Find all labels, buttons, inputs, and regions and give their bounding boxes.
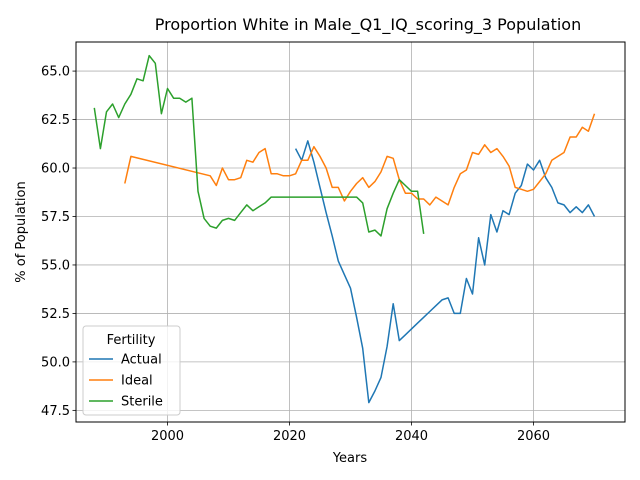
series-line-actual bbox=[294, 140, 596, 404]
y-tick-label: 60.0 bbox=[41, 162, 70, 177]
series-lines bbox=[93, 54, 596, 404]
y-tick-label: 65.0 bbox=[41, 65, 70, 80]
x-tick-label: 2000 bbox=[151, 429, 184, 444]
y-tick-label: 57.5 bbox=[41, 210, 70, 225]
y-tick-label: 55.0 bbox=[41, 258, 70, 273]
x-tick-label: 2020 bbox=[273, 429, 306, 444]
series-line-sterile bbox=[93, 54, 425, 237]
legend-label-actual: Actual bbox=[121, 353, 162, 368]
legend-label-ideal: Ideal bbox=[121, 374, 153, 389]
legend-box bbox=[82, 325, 181, 416]
y-tick-label: 62.5 bbox=[41, 113, 70, 128]
chart-title: Proportion White in Male_Q1_IQ_scoring_3… bbox=[155, 15, 581, 35]
legend-label-sterile: Sterile bbox=[121, 395, 163, 410]
series-line-ideal bbox=[124, 113, 596, 206]
legend-title: Fertility bbox=[107, 333, 156, 348]
x-tick-label: 2060 bbox=[517, 429, 550, 444]
x-tick-label: 2040 bbox=[395, 429, 428, 444]
y-axis-label: % of Population bbox=[14, 181, 29, 282]
legend: Fertility Actual Ideal Sterile bbox=[82, 325, 181, 416]
x-axis-label: Years bbox=[332, 451, 368, 466]
y-tick-label: 47.5 bbox=[41, 404, 70, 419]
plot-frame bbox=[75, 41, 626, 423]
y-tick-label: 52.5 bbox=[41, 307, 70, 322]
axis-ticks: 2000 2020 2040 2060 47.5 50.0 52.5 55.0 57.5 60.0… bbox=[41, 65, 550, 444]
y-tick-label: 50.0 bbox=[41, 355, 70, 370]
